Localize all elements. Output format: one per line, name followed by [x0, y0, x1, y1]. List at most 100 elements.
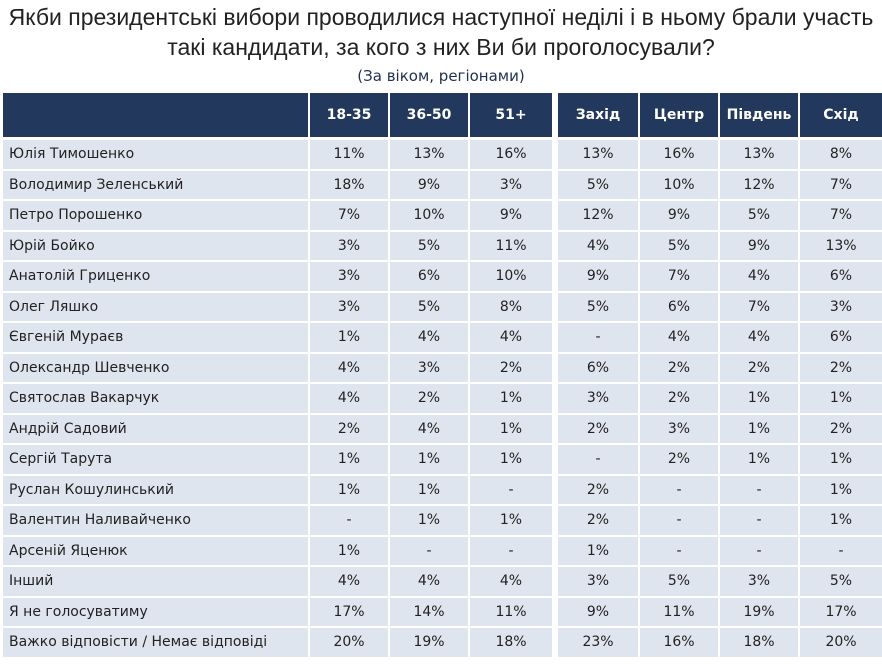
cell-value: 4%: [720, 262, 798, 291]
cell-value: 2%: [310, 414, 388, 443]
cell-value: 4%: [390, 323, 468, 352]
cell-value: 5%: [720, 201, 798, 230]
cell-value: 2%: [640, 384, 718, 413]
cell-value: 18%: [470, 628, 552, 657]
cell-value: 6%: [390, 262, 468, 291]
cell-value: 13%: [558, 140, 638, 169]
cell-value: 11%: [470, 597, 552, 626]
cell-value: 13%: [390, 140, 468, 169]
row-label: Валентин Наливайченко: [3, 506, 308, 535]
cell-value: 1%: [390, 445, 468, 474]
cell-value: 4%: [310, 384, 388, 413]
cell-value: 5%: [640, 567, 718, 596]
cell-value: 7%: [800, 201, 882, 230]
cell-value: 5%: [390, 231, 468, 260]
row-label: Євгеній Мураєв: [3, 323, 308, 352]
cell-value: -: [390, 536, 468, 565]
cell-value: 7%: [640, 262, 718, 291]
cell-value: 9%: [390, 170, 468, 199]
column-header: 36-50: [390, 93, 468, 137]
cell-value: 3%: [390, 353, 468, 382]
cell-value: 5%: [558, 170, 638, 199]
cell-value: 18%: [310, 170, 388, 199]
cell-value: 4%: [720, 323, 798, 352]
column-header: Схід: [800, 93, 882, 137]
column-header: 51+: [470, 93, 552, 137]
cell-value: 1%: [470, 445, 552, 474]
cell-value: 1%: [470, 384, 552, 413]
row-label: Я не голосуватиму: [3, 597, 308, 626]
cell-value: 1%: [390, 506, 468, 535]
cell-value: 3%: [310, 262, 388, 291]
cell-value: 1%: [558, 536, 638, 565]
title: Якби президентські вибори проводилися на…: [8, 4, 874, 60]
cell-value: 4%: [470, 323, 552, 352]
cell-value: 3%: [558, 567, 638, 596]
cell-value: 2%: [800, 353, 882, 382]
cell-value: 3%: [720, 567, 798, 596]
cell-value: 11%: [640, 597, 718, 626]
cell-value: 16%: [640, 628, 718, 657]
cell-value: 19%: [390, 628, 468, 657]
row-label: Інший: [3, 567, 308, 596]
cell-value: 1%: [720, 384, 798, 413]
cell-value: 20%: [310, 628, 388, 657]
cell-value: 13%: [720, 140, 798, 169]
cell-value: 1%: [720, 414, 798, 443]
cell-value: 6%: [558, 353, 638, 382]
cell-value: 1%: [310, 323, 388, 352]
row-label: Важко відповісти / Немає відповіді: [3, 628, 308, 657]
cell-value: 12%: [720, 170, 798, 199]
cell-value: -: [558, 445, 638, 474]
cell-value: 14%: [390, 597, 468, 626]
subtitle: (За віком, регіонами): [357, 67, 525, 85]
cell-value: 4%: [640, 323, 718, 352]
cell-value: 12%: [558, 201, 638, 230]
cell-value: -: [720, 506, 798, 535]
cell-value: 5%: [640, 231, 718, 260]
cell-value: 2%: [720, 353, 798, 382]
cell-value: 2%: [640, 445, 718, 474]
row-label: Святослав Вакарчук: [3, 384, 308, 413]
cell-value: 9%: [720, 231, 798, 260]
cell-value: 5%: [390, 292, 468, 321]
cell-value: 5%: [800, 567, 882, 596]
cell-value: -: [720, 475, 798, 504]
cell-value: -: [640, 475, 718, 504]
row-label: Олег Ляшко: [3, 292, 308, 321]
cell-value: 4%: [310, 353, 388, 382]
cell-value: -: [720, 536, 798, 565]
row-label: Сергій Тарута: [3, 445, 308, 474]
cell-value: 10%: [640, 170, 718, 199]
cell-value: 11%: [310, 140, 388, 169]
cell-value: -: [470, 536, 552, 565]
cell-value: 2%: [390, 384, 468, 413]
cell-value: 10%: [470, 262, 552, 291]
column-header: Центр: [640, 93, 718, 137]
cell-value: 4%: [558, 231, 638, 260]
cell-value: 1%: [800, 384, 882, 413]
cell-value: 1%: [310, 536, 388, 565]
cell-value: 6%: [800, 262, 882, 291]
cell-value: 17%: [800, 597, 882, 626]
column-header: Захід: [558, 93, 638, 137]
cell-value: 11%: [470, 231, 552, 260]
row-label: Володимир Зеленський: [3, 170, 308, 199]
cell-value: 3%: [310, 292, 388, 321]
cell-value: 4%: [310, 567, 388, 596]
cell-value: 1%: [720, 445, 798, 474]
cell-value: 18%: [720, 628, 798, 657]
cell-value: 19%: [720, 597, 798, 626]
cell-value: 2%: [470, 353, 552, 382]
cell-value: 2%: [558, 414, 638, 443]
cell-value: 1%: [470, 414, 552, 443]
cell-value: 9%: [640, 201, 718, 230]
cell-value: 13%: [800, 231, 882, 260]
cell-value: 2%: [800, 414, 882, 443]
cell-value: 1%: [800, 445, 882, 474]
cell-value: 16%: [640, 140, 718, 169]
row-label: Петро Порошенко: [3, 201, 308, 230]
cell-value: 8%: [800, 140, 882, 169]
cell-value: -: [470, 475, 552, 504]
